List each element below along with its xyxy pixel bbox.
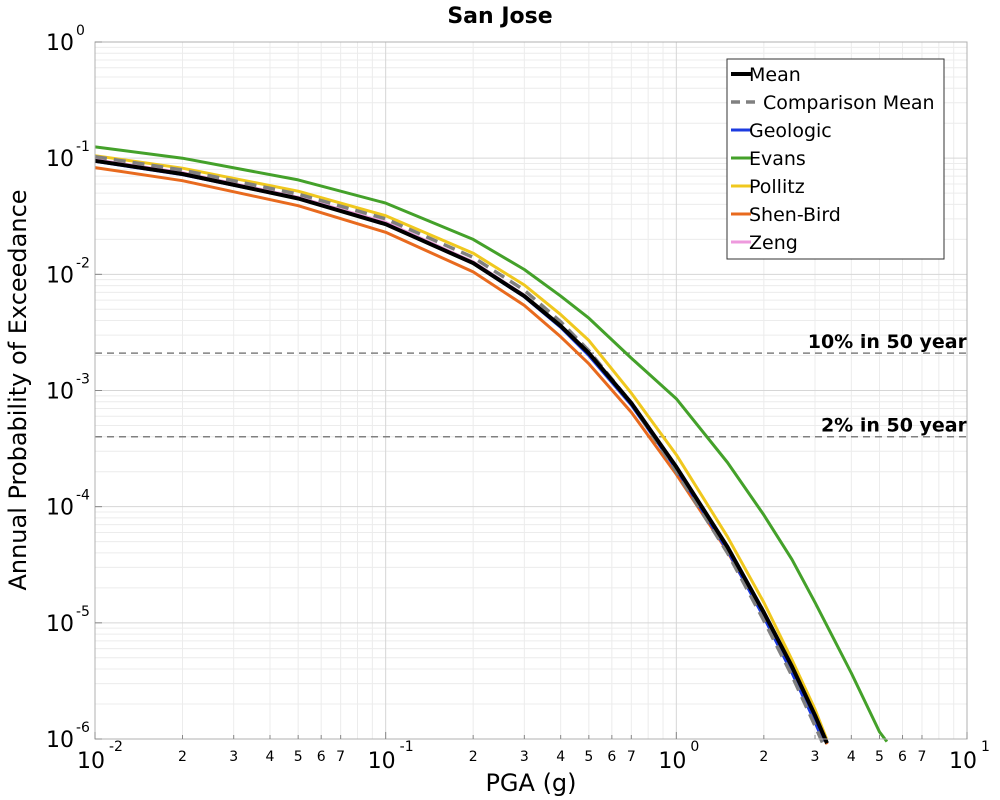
x-minor-tick-label: 7 (336, 749, 345, 765)
series-line-comparison-mean (94, 154, 825, 746)
y-tick-label: 10 (46, 496, 74, 521)
series-line-evans (94, 145, 889, 743)
x-tick-exponent: 1 (981, 739, 990, 755)
y-tick-label: 10 (46, 263, 74, 288)
x-tick-label: 10 (368, 749, 396, 774)
legend-label-geologic: Geologic (749, 120, 832, 142)
y-tick-label: 10 (46, 728, 74, 753)
reference-line-label-0: 10% in 50 year (808, 331, 968, 353)
x-tick-exponent: -2 (109, 739, 123, 755)
x-minor-tick-label: 4 (847, 749, 856, 765)
x-minor-tick-label: 4 (556, 749, 565, 765)
legend-label-comparison-mean: Comparison Mean (763, 92, 935, 114)
x-minor-tick-label: 2 (469, 749, 478, 765)
y-tick-label: 10 (46, 380, 74, 405)
x-tick-exponent: 0 (690, 739, 699, 755)
x-axis-label: PGA (g) (485, 769, 576, 797)
y-tick-exponent: -3 (76, 372, 90, 388)
y-tick-exponent: -1 (76, 139, 90, 155)
x-minor-tick-label: 6 (898, 749, 907, 765)
y-tick-exponent: -4 (76, 488, 90, 504)
x-tick-label: 10 (658, 749, 686, 774)
legend-label-zeng: Zeng (749, 232, 798, 254)
legend-label-mean: Mean (749, 64, 801, 86)
y-tick-exponent: 0 (76, 23, 85, 39)
x-minor-tick-label: 7 (627, 749, 636, 765)
x-tick-label: 10 (949, 749, 977, 774)
legend-box (726, 58, 945, 260)
reference-line-label-1: 2% in 50 year (821, 415, 968, 437)
series-lines (94, 145, 889, 746)
legend-label-pollitz: Pollitz (749, 176, 805, 198)
x-minor-tick-label: 7 (918, 749, 927, 765)
y-axis-label: Annual Probability of Exceedance (4, 189, 32, 590)
legend-label-evans: Evans (749, 148, 806, 170)
x-minor-tick-label: 4 (266, 749, 275, 765)
y-tick-label: 10 (46, 31, 74, 56)
x-minor-tick-label: 5 (294, 749, 303, 765)
x-tick-exponent: -1 (400, 739, 414, 755)
y-tick-exponent: -2 (76, 255, 90, 271)
chart-title: San Jose (447, 4, 552, 29)
legend: Mean Comparison Mean Geologic Evans Pollitz S… (726, 58, 945, 260)
x-minor-tick-label: 2 (759, 749, 768, 765)
legend-label-shen-bird: Shen-Bird (749, 204, 841, 226)
x-minor-tick-label: 5 (875, 749, 884, 765)
x-minor-tick-label: 6 (607, 749, 616, 765)
reference-lines: 10% in 50 year 2% in 50 year (95, 331, 968, 438)
y-tick-label: 10 (46, 612, 74, 637)
x-minor-tick-label: 3 (520, 749, 529, 765)
y-tick-exponent: -5 (76, 604, 90, 620)
x-minor-tick-label: 2 (178, 749, 187, 765)
series-line-pollitz (94, 154, 829, 741)
x-minor-tick-label: 3 (229, 749, 238, 765)
series-line-mean (94, 158, 829, 744)
x-tick-label: 10 (77, 749, 105, 774)
x-minor-tick-label: 3 (811, 749, 820, 765)
y-tick-exponent: -6 (76, 720, 90, 736)
y-tick-label: 10 (46, 147, 74, 172)
x-minor-tick-label: 6 (317, 749, 326, 765)
x-minor-tick-label: 5 (584, 749, 593, 765)
